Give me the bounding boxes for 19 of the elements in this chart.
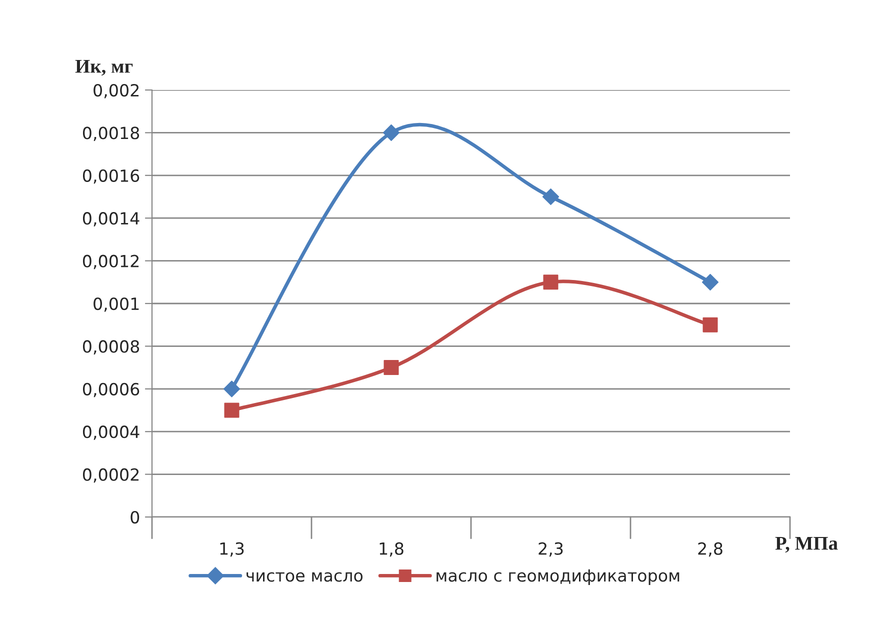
x-tick-label: 2,8 [698, 542, 722, 557]
y-tick-label: 0,002 [94, 84, 139, 98]
y-tick-label: 0,0006 [82, 382, 140, 398]
x-tick-label: 1,3 [220, 542, 244, 557]
x-axis-title: P, МПа [775, 536, 838, 553]
y-tick-label: 0,0002 [82, 468, 139, 483]
y-tick-label: 0,0008 [82, 340, 140, 354]
y-tick-label: 0,0004 [82, 426, 140, 440]
y-tick-label: 0,0016 [82, 169, 140, 184]
y-tick-label: 0,0014 [82, 212, 140, 226]
legend-label: чистое масло [246, 572, 363, 582]
legend-label: масло с геомодификатором [436, 569, 680, 585]
y-tick-label: 0 [130, 510, 140, 524]
y-tick-label: 0,0018 [82, 126, 140, 141]
y-axis-title: Ик, мг [75, 60, 133, 76]
y-tick-label: 0,0012 [82, 254, 139, 270]
x-tick-label: 2,3 [538, 542, 563, 557]
x-tick-label: 1,8 [380, 542, 404, 557]
y-tick-label: 0,001 [94, 297, 139, 312]
